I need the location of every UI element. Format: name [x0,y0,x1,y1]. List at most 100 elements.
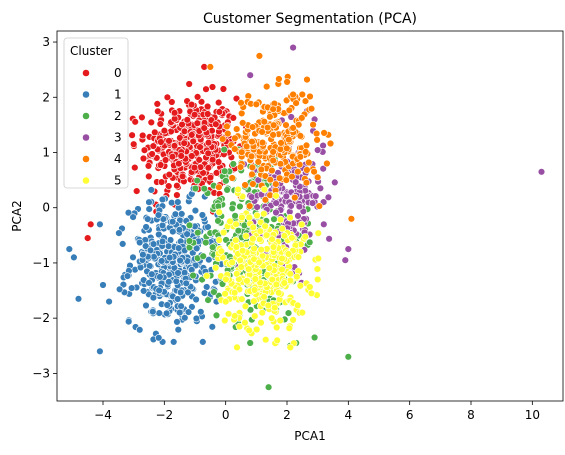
data-point [155,334,163,342]
data-point [245,213,254,222]
data-point [170,142,179,150]
data-point [239,119,247,127]
data-point [200,63,208,71]
data-point [206,173,215,182]
data-point [303,166,311,174]
data-point [185,80,193,88]
data-point [195,156,203,164]
data-point [224,129,232,138]
data-point [221,290,229,298]
data-point [260,293,268,301]
x-tick-label: −4 [94,408,112,422]
data-point [258,309,266,317]
data-point [236,256,244,264]
data-point [262,336,270,344]
data-point [184,288,192,297]
data-point [165,170,174,179]
data-point [154,211,163,219]
data-point [234,185,242,194]
data-point [208,83,217,91]
data-point [232,243,241,251]
data-point [286,214,294,222]
data-point [301,97,310,105]
data-point [232,220,240,228]
data-point [223,122,231,131]
data-point [233,125,241,133]
data-point [203,283,211,291]
data-point [295,120,303,129]
data-point [287,202,295,210]
data-point [303,75,311,84]
data-point [278,254,286,263]
legend-label: 2 [114,109,122,123]
data-point [192,295,200,304]
data-point [163,93,172,102]
x-tick-label: 8 [467,408,475,422]
data-point [217,247,226,255]
data-point [296,132,305,140]
data-point [298,114,306,122]
legend-marker [82,133,90,142]
y-tick-label: 3 [42,35,50,49]
data-point [131,118,139,126]
data-point [344,353,352,361]
data-point [252,100,260,109]
data-point [294,168,302,176]
y-axis: −3 −2 −1 0 1 2 3 [32,35,57,380]
data-point [268,235,276,243]
data-point [315,202,323,210]
data-point [149,240,158,248]
y-tick-label: 0 [42,201,50,215]
data-point [229,114,238,122]
data-point [174,269,182,277]
data-point [272,208,280,217]
data-point [257,165,266,174]
data-point [242,232,250,240]
data-point [263,82,271,91]
points-layer [65,43,546,391]
data-point [284,309,293,317]
data-point [182,279,190,287]
data-point [96,220,104,229]
data-point [173,318,181,326]
data-point [341,256,349,264]
data-point [276,316,284,325]
data-point [249,235,257,243]
x-tick-label: 2 [283,408,291,422]
data-point [197,98,206,106]
data-point [288,234,296,242]
data-point [246,202,254,210]
data-point [294,301,302,310]
data-point [320,220,328,229]
data-point [166,253,174,262]
legend-marker [82,155,90,163]
data-point [255,52,264,60]
legend-marker [82,90,90,99]
data-point [223,186,231,194]
data-point [246,339,254,347]
data-point [278,225,286,233]
data-point [314,275,322,284]
data-point [230,289,239,297]
data-point [215,208,223,216]
data-point [238,247,247,255]
data-point [265,264,274,272]
data-point [256,235,264,244]
data-point [266,176,274,184]
data-point [214,217,222,225]
data-point [310,333,319,342]
data-point [147,118,156,127]
data-point [202,238,210,247]
data-point [276,160,285,168]
data-point [204,164,213,172]
data-point [270,215,278,223]
data-point [291,193,299,202]
data-point [226,217,234,226]
data-point [174,295,182,303]
data-point [229,160,238,168]
data-point [273,336,281,344]
data-point [309,120,317,129]
data-point [285,324,293,332]
data-point [189,137,197,146]
data-point [260,117,268,126]
